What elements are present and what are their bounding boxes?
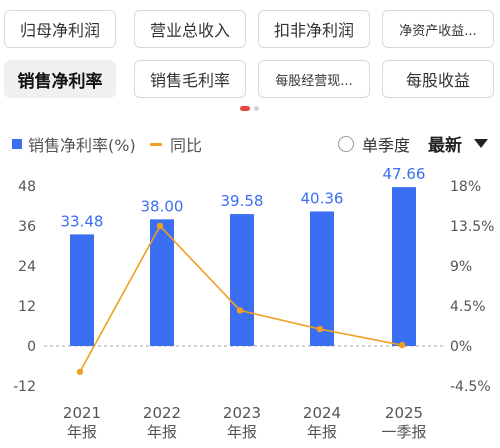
left-axis-tick: 0 [27, 339, 36, 355]
right-axis-tick: 0% [450, 339, 472, 355]
tab-operating-cash-per-share[interactable]: 每股经营现... [258, 60, 370, 98]
x-axis-tick-year: 2022 [143, 404, 181, 422]
chart-legend: 销售净利率(%) 同比 单季度 最新 [0, 128, 500, 156]
left-axis-tick: 48 [18, 179, 36, 195]
x-axis-tick-report: 年报 [67, 423, 97, 441]
x-axis-tick-report: 年报 [227, 423, 257, 441]
bar [392, 187, 416, 346]
left-axis-tick: 12 [18, 299, 36, 315]
x-axis-tick-report: 年报 [307, 423, 337, 441]
radio-icon[interactable] [338, 136, 354, 152]
x-axis-tick-year: 2025 [385, 404, 423, 422]
x-axis-tick-year: 2024 [303, 404, 341, 422]
bar-data-label: 39.58 [221, 192, 264, 210]
right-axis-tick: 4.5% [450, 299, 486, 315]
x-axis-tick-report: 年报 [147, 423, 177, 441]
yoy-point [316, 325, 324, 333]
sort-dropdown-label: 最新 [428, 136, 462, 156]
right-axis-tick: -4.5% [450, 379, 491, 395]
yoy-point [156, 222, 164, 230]
bar-data-label: 40.36 [301, 189, 344, 207]
left-axis-tick: 24 [18, 259, 36, 275]
bar [70, 234, 94, 346]
legend-bar-label: 销售净利率(%) [28, 136, 136, 155]
right-axis-tick: 18% [450, 179, 481, 195]
bar [310, 211, 334, 346]
tab-net-profit-margin[interactable]: 销售净利率 [4, 60, 116, 98]
quarter-toggle-label: 单季度 [362, 136, 411, 155]
bar-data-label: 33.48 [61, 212, 104, 230]
bar [230, 214, 254, 346]
left-axis-tick: -12 [13, 379, 36, 395]
chart: 48 36 24 12 0 -12 18% 13.5% 9% 4.5% 0% -4.5% 33.48 38… [13, 165, 494, 441]
legend-bar-swatch [12, 139, 22, 149]
tab-deducted-net-profit[interactable]: 扣非净利润 [258, 10, 370, 48]
bar-data-label: 47.66 [383, 165, 426, 183]
chevron-down-icon [474, 139, 488, 148]
tab-parent-net-profit[interactable]: 归母净利润 [4, 10, 116, 48]
left-axis-tick: 36 [18, 219, 36, 235]
x-axis-tick-year: 2021 [63, 404, 101, 422]
x-axis-tick-year: 2023 [223, 404, 261, 422]
page-indicator [0, 106, 500, 112]
page-dot [254, 106, 259, 111]
sort-dropdown[interactable]: 最新 [428, 131, 488, 156]
legend-line-label: 同比 [170, 136, 203, 155]
yoy-point [236, 307, 244, 314]
right-axis-tick: 13.5% [450, 219, 494, 235]
bar [150, 219, 174, 346]
tab-roe[interactable]: 净资产收益... [382, 10, 494, 48]
tab-total-revenue[interactable]: 营业总收入 [134, 10, 246, 48]
tab-eps[interactable]: 每股收益 [382, 60, 494, 98]
legend-bar-item: 销售净利率(%) [12, 132, 136, 156]
legend-line-swatch [150, 142, 162, 146]
tab-gross-margin[interactable]: 销售毛利率 [134, 60, 246, 98]
x-axis-tick-report: 一季报 [381, 423, 426, 441]
page-dot-active [240, 106, 250, 111]
bar-data-label: 38.00 [141, 197, 184, 215]
legend-line-item: 同比 [150, 132, 202, 156]
right-axis-tick: 9% [450, 259, 472, 275]
yoy-point [76, 368, 84, 375]
metric-tabs: 归母净利润 营业总收入 扣非净利润 净资产收益... 销售净利率 销售毛利率 每股经营现..… [0, 0, 500, 110]
quarter-toggle[interactable]: 单季度 [338, 132, 410, 156]
yoy-point [398, 341, 406, 349]
